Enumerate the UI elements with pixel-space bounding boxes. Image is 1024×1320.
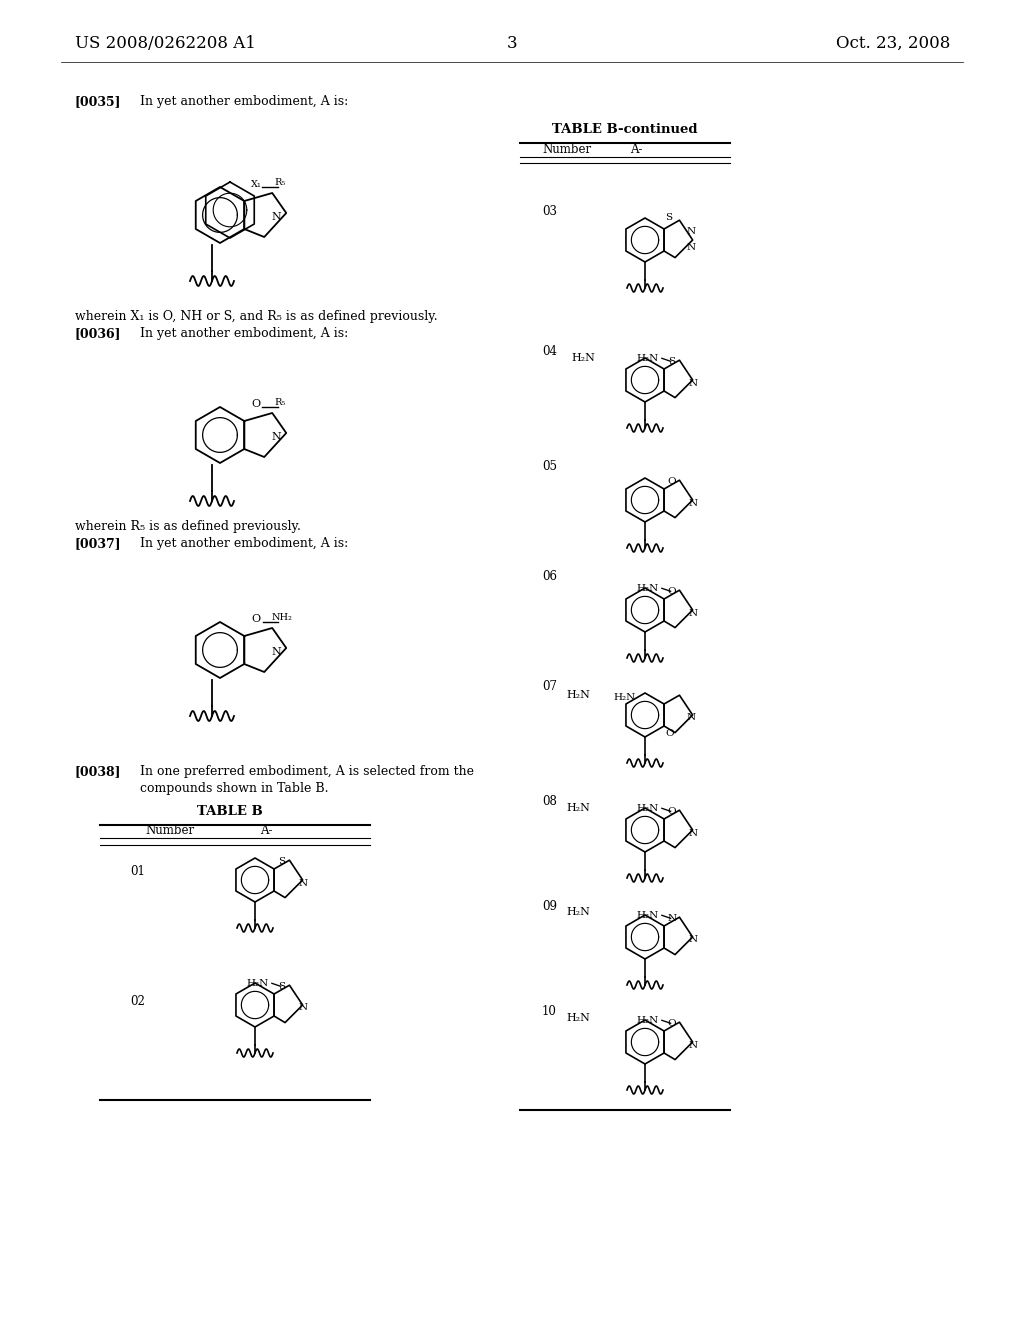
Text: H₂N: H₂N (247, 979, 268, 987)
Text: 08: 08 (542, 795, 557, 808)
Text: N: N (271, 647, 282, 657)
Text: H₂N: H₂N (571, 352, 595, 363)
Text: US 2008/0262208 A1: US 2008/0262208 A1 (75, 36, 256, 51)
Text: 04: 04 (542, 345, 557, 358)
Text: R₅: R₅ (274, 399, 286, 407)
Text: compounds shown in Table B.: compounds shown in Table B. (140, 781, 329, 795)
Text: 01: 01 (130, 865, 144, 878)
Text: H₂N: H₂N (566, 1012, 590, 1023)
Text: N: N (688, 1040, 697, 1049)
Text: 06: 06 (542, 570, 557, 583)
Text: [0036]: [0036] (75, 327, 122, 341)
Text: [0038]: [0038] (75, 766, 122, 777)
Text: S: S (279, 982, 286, 991)
Text: N: N (271, 432, 282, 442)
Text: H₂N: H₂N (566, 803, 590, 813)
Text: wherein R₅ is as defined previously.: wherein R₅ is as defined previously. (75, 520, 301, 533)
Text: N: N (298, 1003, 307, 1012)
Text: H₂N: H₂N (636, 804, 658, 813)
Text: S: S (669, 356, 675, 366)
Text: H₂N: H₂N (614, 693, 636, 702)
Text: Number: Number (145, 824, 195, 837)
Text: wherein X₁ is O, NH or S, and R₅ is as defined previously.: wherein X₁ is O, NH or S, and R₅ is as d… (75, 310, 437, 323)
Text: O: O (252, 399, 261, 409)
Text: N: N (688, 829, 697, 837)
Text: Oct. 23, 2008: Oct. 23, 2008 (836, 36, 950, 51)
Text: A-: A- (260, 824, 272, 837)
Text: N: N (686, 227, 695, 236)
Text: O: O (668, 807, 676, 816)
Text: TABLE B: TABLE B (198, 805, 263, 818)
Text: 09: 09 (542, 900, 557, 913)
Text: [0037]: [0037] (75, 537, 122, 550)
Text: TABLE B-continued: TABLE B-continued (552, 123, 697, 136)
Text: O: O (668, 477, 676, 486)
Text: 03: 03 (542, 205, 557, 218)
Text: 05: 05 (542, 459, 557, 473)
Text: N: N (686, 243, 695, 252)
Text: Number: Number (542, 143, 591, 156)
Text: N: N (688, 379, 697, 388)
Text: H₂N: H₂N (636, 911, 658, 920)
Text: N: N (298, 879, 307, 887)
Text: X₁: X₁ (251, 180, 262, 189)
Text: O: O (666, 729, 674, 738)
Text: O: O (668, 1019, 676, 1028)
Text: N: N (688, 609, 697, 618)
Text: N: N (668, 913, 676, 923)
Text: S: S (279, 857, 286, 866)
Text: O: O (668, 587, 676, 595)
Text: N: N (688, 936, 697, 945)
Text: R₅: R₅ (274, 178, 286, 187)
Text: 10: 10 (542, 1005, 557, 1018)
Text: NH₂: NH₂ (271, 612, 293, 622)
Text: H₂N: H₂N (636, 354, 658, 363)
Text: In yet another embodiment, A is:: In yet another embodiment, A is: (140, 327, 348, 341)
Text: H₂N: H₂N (636, 1016, 658, 1024)
Text: H₂N: H₂N (566, 690, 590, 700)
Text: N: N (271, 213, 282, 222)
Text: 02: 02 (130, 995, 144, 1008)
Text: 07: 07 (542, 680, 557, 693)
Text: [0035]: [0035] (75, 95, 122, 108)
Text: 3: 3 (507, 36, 517, 51)
Text: N: N (688, 499, 697, 507)
Text: O: O (252, 614, 261, 624)
Text: In yet another embodiment, A is:: In yet another embodiment, A is: (140, 537, 348, 550)
Text: S: S (665, 214, 672, 223)
Text: H₂N: H₂N (566, 907, 590, 917)
Text: N: N (686, 714, 695, 722)
Text: A-: A- (630, 143, 642, 156)
Text: H₂N: H₂N (636, 583, 658, 593)
Text: In one preferred embodiment, A is selected from the: In one preferred embodiment, A is select… (140, 766, 474, 777)
Text: In yet another embodiment, A is:: In yet another embodiment, A is: (140, 95, 348, 108)
